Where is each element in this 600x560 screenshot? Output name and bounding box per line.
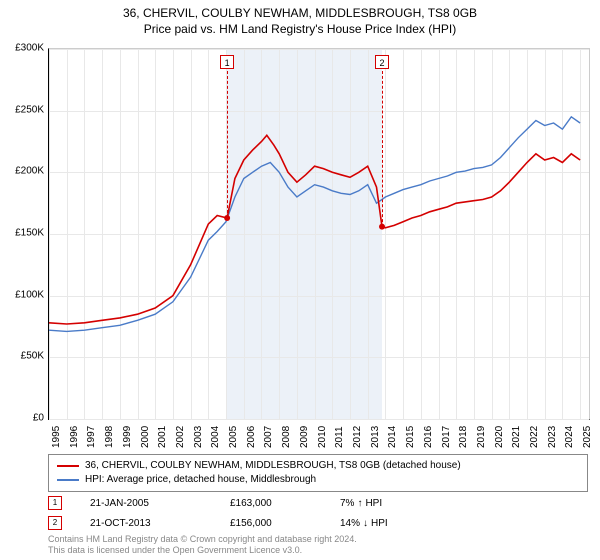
- xtick-label: 1997: [86, 426, 97, 448]
- chart-lines: [49, 49, 589, 419]
- legend-label-property: 36, CHERVIL, COULBY NEWHAM, MIDDLESBROUG…: [85, 459, 461, 473]
- xtick-label: 1995: [51, 426, 62, 448]
- legend-swatch-property: [57, 465, 79, 467]
- xtick-label: 2017: [441, 426, 452, 448]
- sale-date-2: 21-OCT-2013: [90, 518, 230, 529]
- sale-marker-1: 1: [48, 496, 62, 510]
- sale-date-1: 21-JAN-2005: [90, 498, 230, 509]
- xtick-label: 2022: [529, 426, 540, 448]
- sale-row-1: 1 21-JAN-2005 £163,000 7% ↑ HPI: [48, 496, 588, 510]
- sale-pct-2: 14%: [340, 518, 360, 529]
- xtick-label: 2020: [494, 426, 505, 448]
- arrow-down-icon: ↓: [363, 518, 368, 529]
- xtick-label: 2009: [299, 426, 310, 448]
- ytick-label: £250K: [15, 104, 44, 115]
- ytick-label: £50K: [21, 351, 44, 362]
- xtick-label: 2021: [511, 426, 522, 448]
- ytick-label: £200K: [15, 166, 44, 177]
- chart-title-line1: 36, CHERVIL, COULBY NEWHAM, MIDDLESBROUG…: [0, 0, 600, 22]
- footer-line2: This data is licensed under the Open Gov…: [48, 545, 357, 556]
- xtick-label: 2023: [547, 426, 558, 448]
- xtick-label: 2002: [175, 426, 186, 448]
- xtick-label: 2019: [476, 426, 487, 448]
- xtick-label: 2014: [387, 426, 398, 448]
- xtick-label: 2018: [458, 426, 469, 448]
- sale-pct-1: 7%: [340, 498, 354, 509]
- series-hpi: [49, 117, 580, 332]
- legend-item-hpi: HPI: Average price, detached house, Midd…: [57, 473, 579, 487]
- ytick-label: £100K: [15, 289, 44, 300]
- footer-attribution: Contains HM Land Registry data © Crown c…: [48, 534, 357, 556]
- xtick-label: 2013: [370, 426, 381, 448]
- xtick-label: 2016: [423, 426, 434, 448]
- xtick-label: 2010: [317, 426, 328, 448]
- xtick-label: 2003: [193, 426, 204, 448]
- sale-row-2: 2 21-OCT-2013 £156,000 14% ↓ HPI: [48, 516, 588, 530]
- xtick-label: 2015: [405, 426, 416, 448]
- ytick-label: £0: [33, 413, 44, 424]
- xtick-label: 2006: [246, 426, 257, 448]
- ytick-label: £150K: [15, 228, 44, 239]
- series-property: [49, 135, 580, 324]
- xtick-label: 2025: [582, 426, 593, 448]
- xtick-label: 1998: [104, 426, 115, 448]
- chart-title-line2: Price paid vs. HM Land Registry's House …: [0, 22, 600, 40]
- sale-suffix-1: HPI: [365, 498, 382, 509]
- xtick-label: 2024: [564, 426, 575, 448]
- legend-item-property: 36, CHERVIL, COULBY NEWHAM, MIDDLESBROUG…: [57, 459, 579, 473]
- xtick-label: 1999: [122, 426, 133, 448]
- legend-swatch-hpi: [57, 479, 79, 481]
- xtick-label: 2000: [140, 426, 151, 448]
- chart-container: 36, CHERVIL, COULBY NEWHAM, MIDDLESBROUG…: [0, 0, 600, 560]
- plot-area: 12: [48, 48, 590, 420]
- sale-hpi-2: 14% ↓ HPI: [340, 518, 388, 529]
- xtick-label: 2007: [263, 426, 274, 448]
- xtick-label: 2012: [352, 426, 363, 448]
- arrow-up-icon: ↑: [357, 498, 362, 509]
- xtick-label: 2005: [228, 426, 239, 448]
- xtick-label: 2008: [281, 426, 292, 448]
- chart-marker-2: 2: [375, 55, 389, 69]
- xtick-label: 2001: [157, 426, 168, 448]
- sale-suffix-2: HPI: [371, 518, 388, 529]
- sale-hpi-1: 7% ↑ HPI: [340, 498, 382, 509]
- xtick-label: 1996: [69, 426, 80, 448]
- sale-price-1: £163,000: [230, 498, 340, 509]
- xtick-label: 2011: [334, 426, 345, 448]
- footer-line1: Contains HM Land Registry data © Crown c…: [48, 534, 357, 545]
- legend-label-hpi: HPI: Average price, detached house, Midd…: [85, 473, 316, 487]
- ytick-label: £300K: [15, 43, 44, 54]
- sale-marker-2: 2: [48, 516, 62, 530]
- xtick-label: 2004: [210, 426, 221, 448]
- sale-price-2: £156,000: [230, 518, 340, 529]
- chart-marker-1: 1: [220, 55, 234, 69]
- legend-box: 36, CHERVIL, COULBY NEWHAM, MIDDLESBROUG…: [48, 454, 588, 492]
